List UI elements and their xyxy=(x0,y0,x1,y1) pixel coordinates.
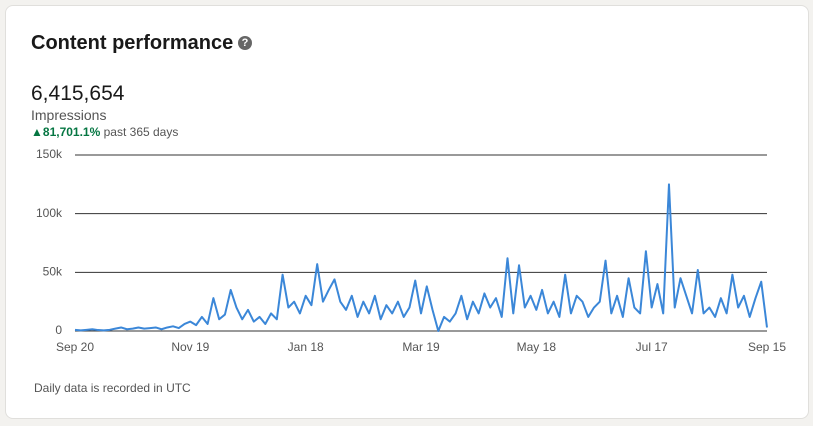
y-tick-label: 100k xyxy=(36,206,63,220)
x-tick-label: Jan 18 xyxy=(288,340,324,354)
x-tick-label: Nov 19 xyxy=(171,340,209,354)
help-icon[interactable]: ? xyxy=(238,36,252,50)
change: 81,701.1% xyxy=(42,125,101,139)
card: Content performance ? 6,415,654 Impressi… xyxy=(5,5,809,419)
total: 6,415,654 xyxy=(31,82,125,105)
y-tick-label: 150k xyxy=(36,147,63,161)
period: past 365 days xyxy=(103,125,179,139)
note: Daily data is recorded in UTC xyxy=(34,381,191,395)
y-tick-label: 50k xyxy=(43,265,63,279)
x-tick-label: Sep 15 xyxy=(748,340,786,354)
metric: Impressions xyxy=(31,107,107,123)
x-tick-label: Sep 20 xyxy=(56,340,94,354)
y-tick-label: 0 xyxy=(55,323,62,337)
line xyxy=(74,183,768,332)
x-tick-label: Jul 17 xyxy=(636,340,668,354)
change-row: ▲81,701.1% past 365 days xyxy=(31,125,179,139)
x-tick-label: Mar 19 xyxy=(402,340,440,354)
x-tick-label: May 18 xyxy=(517,340,557,354)
card-title: Content performance xyxy=(31,32,234,54)
